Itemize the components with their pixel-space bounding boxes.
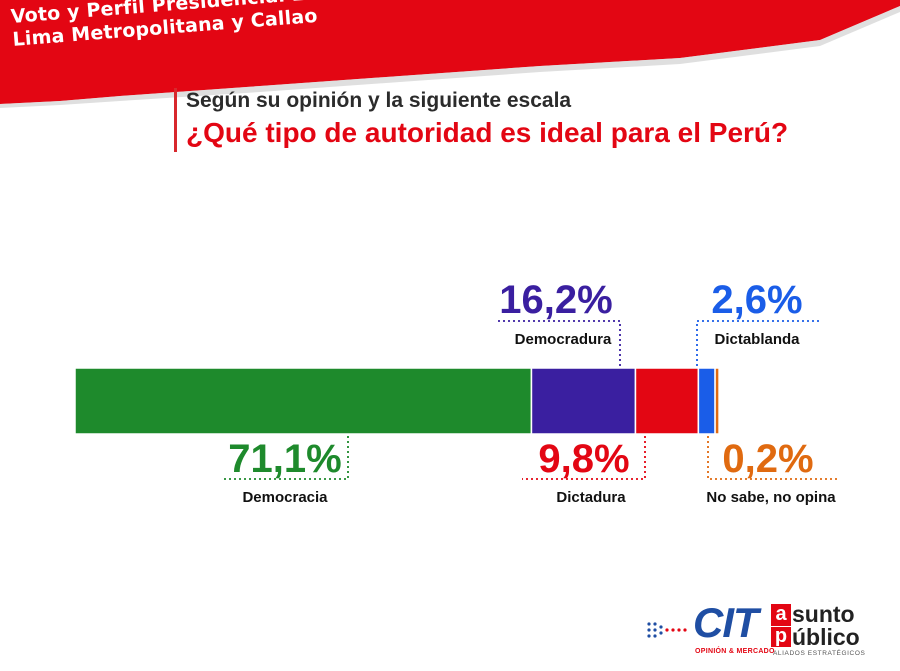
category-label-democracia: Democracia — [242, 489, 328, 506]
cit-dots-icon — [647, 622, 687, 638]
header-banner — [0, 0, 900, 108]
callout-line-dictadura — [522, 436, 646, 480]
cit-logo-subtitle: OPINIÓN & MERCADO — [695, 648, 775, 655]
value-label-dictadura: 9,8% — [538, 437, 629, 481]
asunto-publico-line2: úblico — [792, 624, 860, 650]
asunto-publico-line1: sunto — [792, 601, 855, 627]
callout-line-dictablanda — [696, 320, 820, 366]
asunto-publico-subtitle: ALIADOS ESTRATÉGICOS — [773, 650, 866, 657]
question-subtitle: Según su opinión y la siguiente escala — [186, 89, 572, 112]
callout-line-democracia — [222, 436, 349, 480]
value-label-dictablanda: 2,6% — [711, 278, 802, 322]
value-label-democracia: 71,1% — [228, 437, 341, 481]
brand-logos: CIT OPINIÓN & MERCADO a sunto p úblico A… — [645, 598, 885, 664]
asunto-publico-p-box: p — [771, 626, 791, 647]
bar-segment-dictablanda — [697, 367, 716, 435]
bar-segment-democradura — [530, 367, 637, 435]
bar-segment-dictadura — [634, 367, 700, 435]
value-label-democradura: 16,2% — [499, 278, 612, 322]
callout-line-democradura — [497, 320, 621, 366]
question-accent-bar — [174, 88, 177, 152]
category-label-no-sabe-no-opina: No sabe, no opina — [706, 489, 836, 506]
bar-segment-no-sabe-no-opina — [714, 367, 720, 435]
category-label-dictablanda: Dictablanda — [714, 331, 800, 348]
category-label-dictadura: Dictadura — [556, 489, 626, 506]
cit-logo-text: CIT — [693, 599, 759, 646]
asunto-publico-a-box: a — [771, 604, 791, 626]
question-title: ¿Qué tipo de autoridad es ideal para el … — [186, 117, 789, 148]
callout-line-no-sabe-no-opina — [707, 436, 840, 480]
value-label-no-sabe-no-opina: 0,2% — [722, 437, 813, 481]
category-label-democradura: Democradura — [515, 331, 612, 348]
bar-segment-democracia — [74, 367, 533, 435]
